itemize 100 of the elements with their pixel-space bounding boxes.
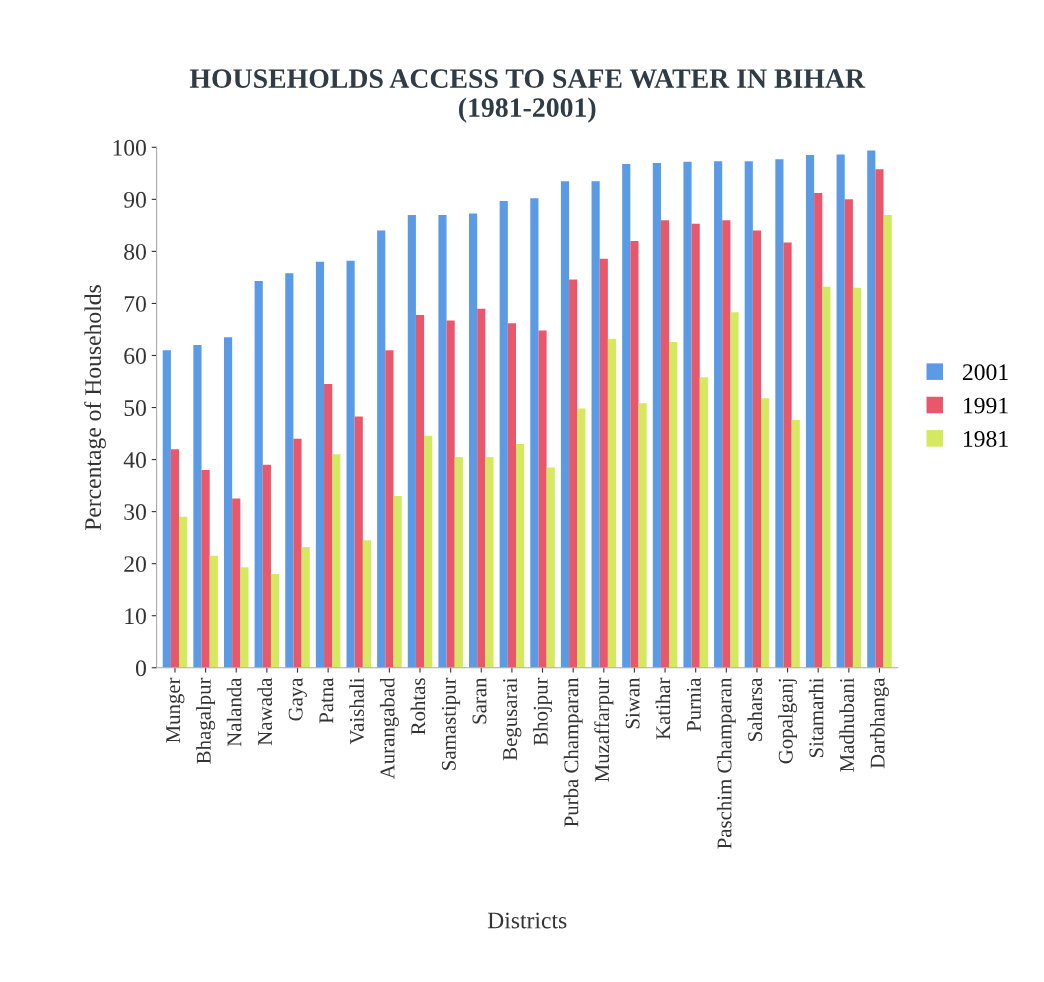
bar: [232, 498, 241, 668]
bar: [591, 181, 600, 668]
bar: [836, 154, 845, 668]
bar: [805, 155, 815, 668]
bar: [262, 464, 271, 668]
bar: [515, 443, 525, 668]
x-axis-title: Districts: [487, 912, 567, 929]
x-tick-label: Samastipur: [441, 677, 461, 770]
x-tick-label: Nawada: [257, 677, 273, 746]
bar: [385, 350, 394, 668]
chart-title: HOUSEHOLDS ACCESS TO SAFE WATER IN BIHAR (1981-2001): [189, 69, 866, 123]
x-tick-label: Gopalganj: [778, 679, 798, 764]
bar: [170, 449, 180, 668]
x-tick-label: Nalanda: [226, 677, 242, 747]
bar: [162, 350, 171, 668]
bar: [424, 435, 433, 668]
bar: [683, 161, 692, 668]
bar: [867, 150, 876, 668]
y-tick-label: 30: [124, 504, 146, 521]
y-tick-label: 100: [113, 139, 146, 156]
bar: [477, 308, 486, 668]
bar: [469, 213, 478, 668]
bar: [240, 567, 249, 668]
bar: [607, 338, 617, 668]
bar: [699, 377, 708, 668]
y-tick-label: 50: [124, 400, 146, 416]
bar: [852, 287, 862, 668]
bar: [844, 199, 853, 668]
bar: [507, 323, 516, 668]
x-tick-label: Bhagalpur: [196, 677, 216, 764]
x-tick-label: Katihar: [655, 677, 671, 740]
bar: [209, 555, 218, 668]
bar: [332, 454, 341, 668]
bar: [775, 159, 784, 668]
bar: [301, 547, 310, 668]
bar: [377, 230, 386, 668]
x-tick-label: Purba Champaran: [563, 677, 583, 827]
bar: [362, 540, 372, 668]
legend-label: 2001: [962, 364, 1008, 381]
x-tick-label: Purnia: [686, 677, 701, 732]
x-tick-label: Rohtas: [410, 678, 426, 735]
bar: [415, 314, 425, 668]
x-tick-label: Vaishali: [349, 677, 365, 745]
bar: [346, 260, 355, 668]
bar: [660, 220, 670, 668]
bar: [201, 469, 210, 668]
y-tick-label: 80: [124, 243, 146, 260]
bar: [744, 161, 753, 668]
bar: [883, 214, 892, 668]
legend-label: 1981: [964, 430, 1008, 447]
y-tick-label: 0: [135, 660, 146, 677]
bar: [285, 273, 294, 668]
bar: [577, 408, 586, 668]
bar: [875, 169, 884, 668]
x-tick-label: Paschim Champaran: [716, 677, 736, 849]
x-tick-label: Darbhanga: [869, 677, 889, 769]
bar: [730, 312, 739, 668]
bar: [438, 214, 447, 668]
y-tick-label: 10: [125, 608, 146, 625]
bar: [722, 220, 731, 668]
bar: [652, 162, 661, 668]
y-axis-title: Percentage of Households: [84, 285, 106, 531]
bar: [499, 200, 508, 668]
x-tick-label: Munger: [166, 677, 185, 743]
bar: [669, 341, 678, 668]
x-tick-label: Patna: [319, 677, 334, 724]
bar: [315, 261, 325, 668]
y-tick-label: 70: [124, 295, 146, 312]
x-tick-label: Muzaffarpur: [594, 677, 614, 782]
bar: [407, 214, 416, 668]
bar: [752, 230, 762, 668]
bar: [270, 574, 280, 668]
bar: [354, 416, 363, 668]
bar: [179, 516, 188, 668]
y-tick-label: 40: [123, 452, 146, 468]
bar: [530, 198, 539, 668]
bar: [538, 330, 547, 668]
bar: [454, 456, 463, 668]
x-tick-label: Bhojpur: [533, 677, 552, 746]
bar: [761, 398, 770, 668]
x-tick-label: Madhubani: [839, 677, 855, 772]
x-tick-label: Saran: [472, 677, 487, 724]
bar: [560, 181, 570, 668]
bar: [814, 193, 823, 668]
bar: [599, 258, 608, 668]
bar: [485, 456, 494, 668]
x-tick-label: Begusarai: [503, 677, 522, 761]
bar: [822, 286, 831, 668]
bar: [622, 163, 631, 668]
bar: [691, 223, 700, 668]
x-tick-label: Gaya: [288, 677, 307, 721]
x-tick-label: Saharsa: [747, 677, 763, 741]
bar: [783, 242, 792, 668]
bar: [223, 337, 233, 668]
bar: [714, 161, 723, 668]
bar: [546, 467, 555, 668]
bar: [638, 403, 647, 668]
legend-label: 1991: [964, 397, 1008, 414]
bar: [393, 496, 402, 668]
y-tick-label: 20: [124, 556, 146, 573]
